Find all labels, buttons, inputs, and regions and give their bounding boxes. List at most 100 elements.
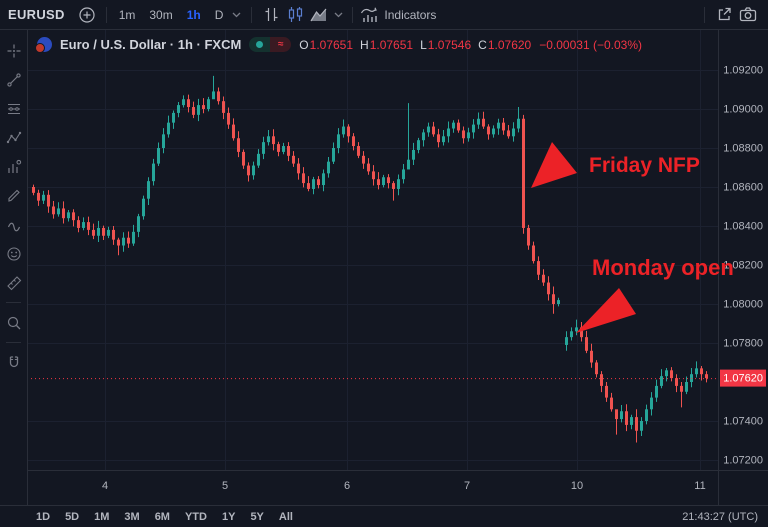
candle [227,112,230,125]
svg-text:1.08200: 1.08200 [723,260,763,272]
publish-button[interactable] [712,3,736,27]
interval-button-30m[interactable]: 30m [149,7,173,22]
svg-text:5: 5 [222,480,228,492]
ohlc-C: C 1.07620 [478,37,532,52]
top-toolbar: EURUSD 1m 30m 1h D [0,0,768,30]
candle [107,229,110,236]
area-chart-icon [310,8,327,22]
candle [447,128,450,137]
emoji-tool[interactable] [0,239,27,268]
candle [575,327,578,332]
range-button-6M[interactable]: 6M [154,510,170,523]
camera-icon [739,7,757,22]
curve-tool[interactable] [0,210,27,239]
down-color-indicator: ≈ [270,37,292,52]
legend-title[interactable]: Euro / U.S. Dollar · 1h · FXCM [60,37,242,52]
ohlc-O: O 1.07651 [299,37,354,52]
trend-line-tool[interactable] [0,65,27,94]
symbol-name[interactable]: EURUSD [8,7,65,22]
candle [137,216,140,232]
candle [277,144,280,152]
zoom-tool[interactable] [0,308,27,337]
range-button-3M[interactable]: 3M [124,510,140,523]
candle [232,124,235,139]
candle [565,337,568,345]
indicators-label: Indicators [384,7,437,22]
candle [347,126,350,137]
candle [32,187,35,193]
candle [87,222,90,230]
candle [162,134,165,148]
snapshot-button[interactable] [736,3,760,27]
range-button-5Y[interactable]: 5Y [250,510,264,523]
candle [207,99,210,109]
annotation-friday-nfp[interactable]: Friday NFP [589,154,700,177]
candle [102,227,105,236]
svg-text:1.09200: 1.09200 [723,65,763,77]
crosshair-tool[interactable] [0,36,27,65]
candle [302,173,305,184]
range-button-1D[interactable]: 1D [36,510,51,523]
indicators-icon [361,7,378,22]
candle [77,220,80,228]
candle [422,132,425,141]
add-symbol-button[interactable] [75,3,99,27]
price-change: −0.00031 (−0.03%) [539,37,642,52]
interval-button-1h[interactable]: 1h [186,7,201,22]
range-button-YTD[interactable]: YTD [184,510,207,523]
candle [695,368,698,375]
last-price-badge [720,369,766,387]
bars-icon [265,8,278,21]
candle [502,122,505,131]
forecast-tool[interactable] [0,152,27,181]
candle [590,350,593,363]
annotation-arrow[interactable] [531,142,577,188]
svg-text:11: 11 [694,480,705,492]
interval-menu-button[interactable] [228,3,244,27]
pattern-tool[interactable] [0,123,27,152]
ohlc-values: O 1.07651 H 1.07651 L 1.07546 C 1.07620 [299,38,531,52]
candle [132,231,135,244]
indicators-button[interactable]: Indicators [360,7,436,23]
candle [645,409,648,421]
range-button-All[interactable]: All [278,510,293,523]
svg-text:1.07800: 1.07800 [723,338,763,350]
range-button-1M[interactable]: 1M [94,510,110,523]
candle [670,370,673,379]
candle [640,421,643,431]
candle [537,261,540,275]
candle [620,411,623,420]
measure-tool[interactable] [0,268,27,297]
candle [680,385,683,392]
candle [252,165,255,176]
candle [62,208,65,219]
range-button-1Y[interactable]: 1Y [221,510,236,523]
brush-tool[interactable] [0,181,27,210]
candle [327,161,330,174]
toolbar-divider [352,6,354,23]
interval-button-D[interactable]: D [214,7,224,22]
annotation-arrow[interactable] [576,288,636,333]
chart-legend: Euro / U.S. Dollar · 1h · FXCM ≈ O 1.0765… [35,37,642,53]
time-axis[interactable]: 4 5 6 7 10 11 [102,480,706,492]
clock[interactable]: 21:43:27 (UTC) [682,510,758,523]
candle [192,107,195,115]
interval-button-1m[interactable]: 1m [118,7,136,22]
magnet-tool[interactable] [0,348,27,377]
style-menu-button[interactable] [331,3,345,27]
candle [650,397,653,410]
candle [630,417,633,425]
annotation-monday-open[interactable]: Monday open [592,255,734,280]
candles-style-button[interactable] [283,3,307,27]
candle [52,206,55,215]
price-axis[interactable]: 1.09200 1.09000 1.08800 1.08600 1.08400 1.082… [723,65,763,467]
market-status-pill[interactable]: ≈ [249,37,292,52]
svg-text:10: 10 [571,480,583,492]
bars-style-button[interactable] [259,3,283,27]
fib-retracement-tool[interactable] [0,94,27,123]
candle [700,368,703,375]
range-button-5D[interactable]: 5D [65,510,80,523]
candle [635,417,638,431]
area-style-button[interactable] [307,3,331,27]
